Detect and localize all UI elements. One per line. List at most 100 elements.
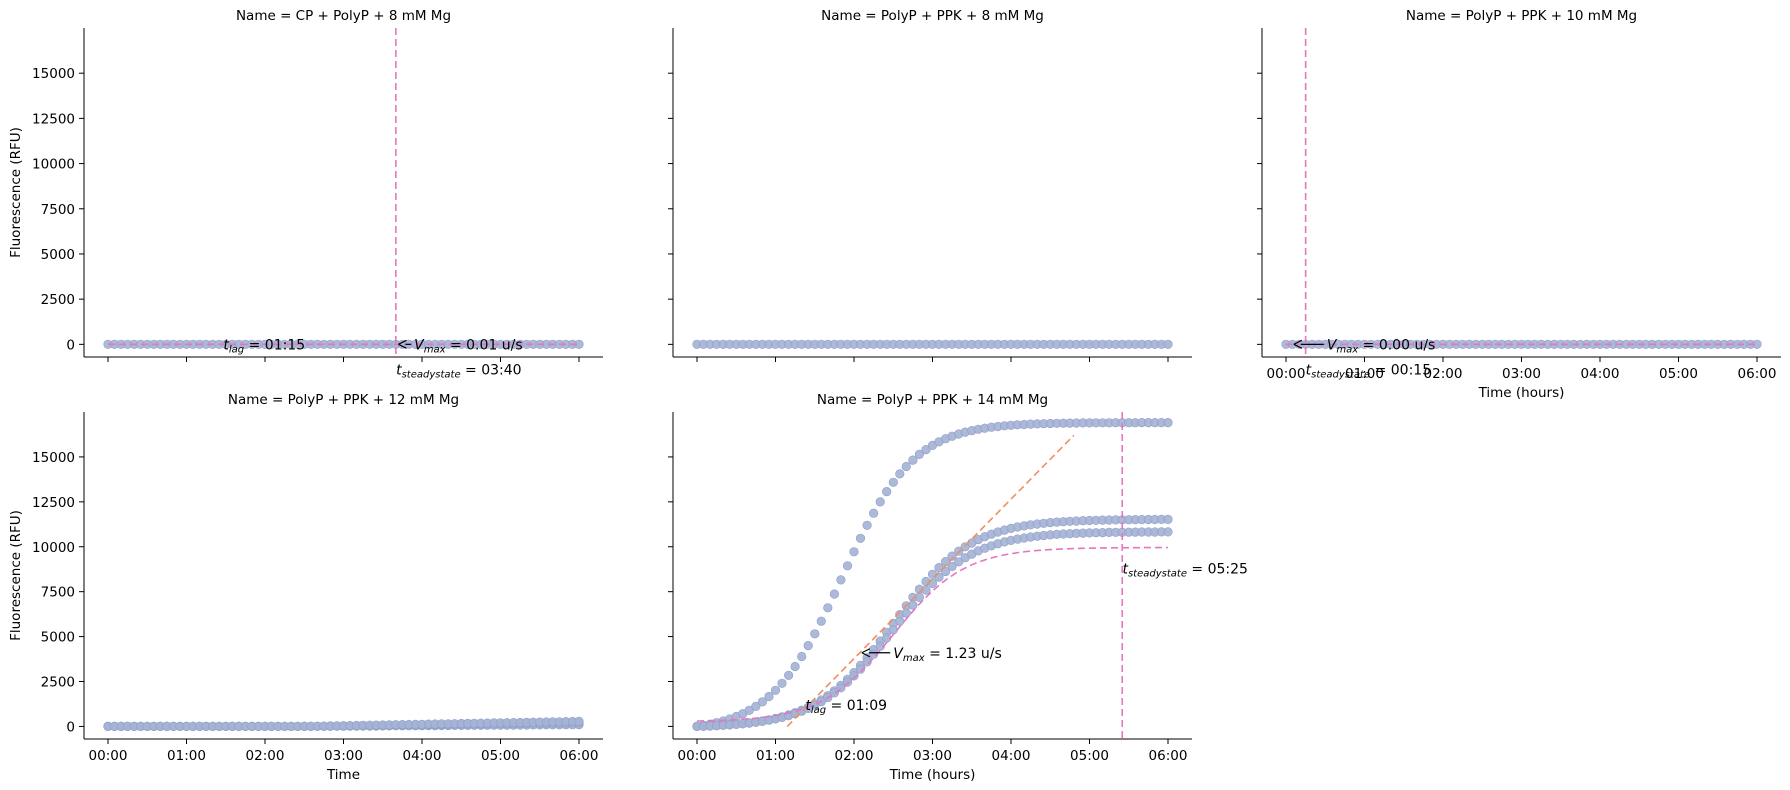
x-tick-label: 03:00 bbox=[913, 748, 952, 764]
x-tick-label: 01:00 bbox=[167, 748, 206, 764]
data-point bbox=[810, 629, 820, 639]
data-point bbox=[842, 677, 853, 687]
panel-3: Name = PolyP + PPK + 10 mM Mg Vmax = 0.00… bbox=[1257, 8, 1781, 401]
y-tick-label: 5000 bbox=[41, 630, 75, 646]
data-point bbox=[895, 616, 905, 626]
data-point bbox=[849, 671, 859, 681]
x-tick-label: 05:00 bbox=[1070, 748, 1109, 764]
y-tick-label: 12500 bbox=[32, 111, 75, 127]
panel-5: Name = PolyP + PPK + 14 mM Mg tlag = 01:0… bbox=[668, 392, 1248, 783]
data-point bbox=[921, 445, 931, 455]
y-tick-label: 10000 bbox=[32, 157, 75, 173]
data-point bbox=[855, 533, 866, 543]
data-point bbox=[770, 685, 781, 695]
arrow-head bbox=[398, 339, 407, 349]
panel-title: Name = PolyP + PPK + 12 mM Mg bbox=[228, 392, 459, 408]
panel-title: Name = PolyP + PPK + 10 mM Mg bbox=[1406, 8, 1637, 24]
data-point bbox=[829, 688, 840, 698]
x-tick-label: 05:00 bbox=[481, 748, 520, 764]
data-point bbox=[823, 603, 833, 613]
arrow-head bbox=[1293, 339, 1303, 349]
arrow-head bbox=[861, 648, 871, 658]
data-point bbox=[790, 661, 800, 672]
panel-2: Name = PolyP + PPK + 8 mM Mg bbox=[668, 8, 1192, 362]
data-point bbox=[947, 561, 957, 572]
y-tick-label: 0 bbox=[66, 719, 75, 735]
data-point bbox=[954, 557, 964, 567]
annotation-label: Vmax = 1.23 u/s bbox=[893, 646, 1002, 664]
y-axis-label: Fluorescence (RFU) bbox=[8, 127, 24, 258]
series-3 bbox=[103, 716, 584, 732]
annotation-label: Vmax = 0.01 u/s bbox=[414, 337, 523, 355]
fit-line-2 bbox=[696, 546, 1169, 722]
y-tick-label: 12500 bbox=[32, 495, 75, 511]
data-point bbox=[783, 670, 794, 681]
data-point bbox=[829, 589, 840, 599]
data-point bbox=[868, 508, 879, 518]
annotation-label: tsteadystate = 03:40 bbox=[396, 363, 521, 381]
x-tick-label: 00:00 bbox=[1267, 366, 1306, 382]
data-point bbox=[757, 697, 768, 707]
data-point bbox=[927, 578, 938, 589]
data-point bbox=[777, 678, 787, 688]
annotation-label: tlag = 01:09 bbox=[805, 698, 887, 716]
data-points bbox=[103, 716, 584, 732]
x-axis-label: Time (hours) bbox=[889, 767, 976, 783]
data-point bbox=[908, 455, 918, 465]
y-tick-label: 0 bbox=[66, 337, 75, 353]
panel-1: Name = CP + PolyP + 8 mM Mg tlag = 01:15 V… bbox=[8, 8, 603, 381]
x-tick-label: 04:00 bbox=[992, 748, 1031, 764]
y-tick-label: 10000 bbox=[32, 540, 75, 556]
data-point bbox=[797, 651, 807, 662]
x-tick-label: 02:00 bbox=[246, 748, 285, 764]
data-point bbox=[875, 497, 885, 507]
data-point bbox=[574, 716, 584, 727]
annotation-label: tsteadystate = 00:15 bbox=[1306, 363, 1432, 381]
x-axis-label: Time (hours) bbox=[1478, 385, 1565, 401]
data-point bbox=[921, 585, 931, 595]
data-point bbox=[1163, 527, 1173, 537]
x-tick-label: 03:00 bbox=[1502, 366, 1541, 382]
data-point bbox=[1163, 339, 1173, 349]
panel-4: Name = PolyP + PPK + 12 mM Mg 0 2500 5000 75… bbox=[8, 392, 603, 783]
y-tick-label: 7500 bbox=[41, 585, 75, 601]
x-tick-label: 06:00 bbox=[560, 748, 599, 764]
y-tick-label: 2500 bbox=[41, 675, 75, 691]
data-point bbox=[764, 691, 774, 702]
data-point bbox=[1163, 418, 1173, 428]
series-1 bbox=[692, 339, 1173, 349]
x-tick-label: 06:00 bbox=[1149, 748, 1188, 764]
annotation-label: tlag = 01:15 bbox=[223, 337, 305, 355]
y-axis-label: Fluorescence (RFU) bbox=[8, 510, 24, 641]
data-point bbox=[947, 551, 957, 561]
x-tick-label: 02:00 bbox=[1424, 366, 1463, 382]
data-point bbox=[888, 477, 898, 487]
data-point bbox=[816, 616, 826, 626]
x-tick-label: 06:00 bbox=[1738, 366, 1777, 382]
x-axis-label: Time bbox=[326, 767, 360, 783]
x-tick-label: 00:00 bbox=[678, 748, 717, 764]
fit-line-1 bbox=[786, 434, 1075, 727]
panel-title: Name = PolyP + PPK + 8 mM Mg bbox=[821, 8, 1044, 24]
x-tick-label: 01:00 bbox=[1345, 366, 1384, 382]
data-point bbox=[940, 566, 951, 577]
data-point bbox=[882, 487, 892, 497]
annotation-label: Vmax = 0.00 u/s bbox=[1327, 337, 1436, 355]
data-point bbox=[842, 561, 853, 571]
x-tick-label: 01:00 bbox=[756, 748, 795, 764]
x-tick-label: 02:00 bbox=[835, 748, 874, 764]
data-point bbox=[901, 461, 911, 472]
panel-title: Name = CP + PolyP + 8 mM Mg bbox=[236, 8, 451, 24]
data-point bbox=[862, 657, 872, 667]
data-point bbox=[862, 520, 872, 530]
x-tick-label: 04:00 bbox=[403, 748, 442, 764]
data-points bbox=[692, 339, 1173, 349]
y-tick-label: 15000 bbox=[32, 450, 75, 466]
data-point bbox=[751, 701, 761, 712]
data-point bbox=[836, 575, 846, 585]
data-point bbox=[895, 469, 905, 479]
y-tick-label: 5000 bbox=[41, 247, 75, 263]
series-3 bbox=[692, 527, 1173, 732]
y-tick-label: 7500 bbox=[41, 202, 75, 218]
